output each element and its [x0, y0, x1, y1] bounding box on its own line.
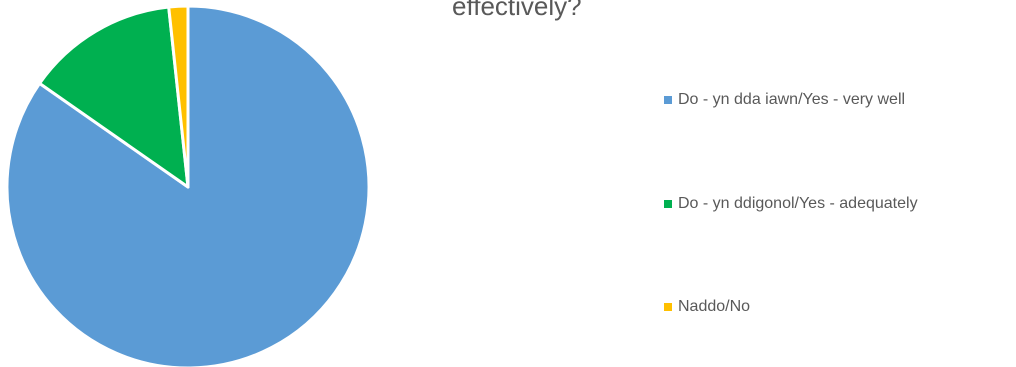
legend-label-no: Naddo/No [678, 298, 751, 315]
pie-slice-very-well [5, 4, 371, 367]
legend-item-very-well: Do - yn dda iawn/Yes - very well [664, 90, 905, 110]
legend-label-very-well: Do - yn dda iawn/Yes - very well [678, 91, 906, 108]
legend-swatch-no [664, 303, 672, 311]
pie-slice-adequately [38, 5, 190, 189]
legend-label-adequately: Do - yn ddigonol/Yes - adequately [678, 195, 918, 212]
legend-item-adequately: Do - yn ddigonol/Yes - adequately [664, 194, 918, 214]
legend-swatch-adequately [664, 200, 672, 208]
legend-item-no: Naddo/No [664, 297, 750, 317]
pie-slice-no [167, 4, 190, 189]
legend-swatch-very-well [664, 96, 672, 104]
chart-title: effectively? [452, 0, 582, 21]
